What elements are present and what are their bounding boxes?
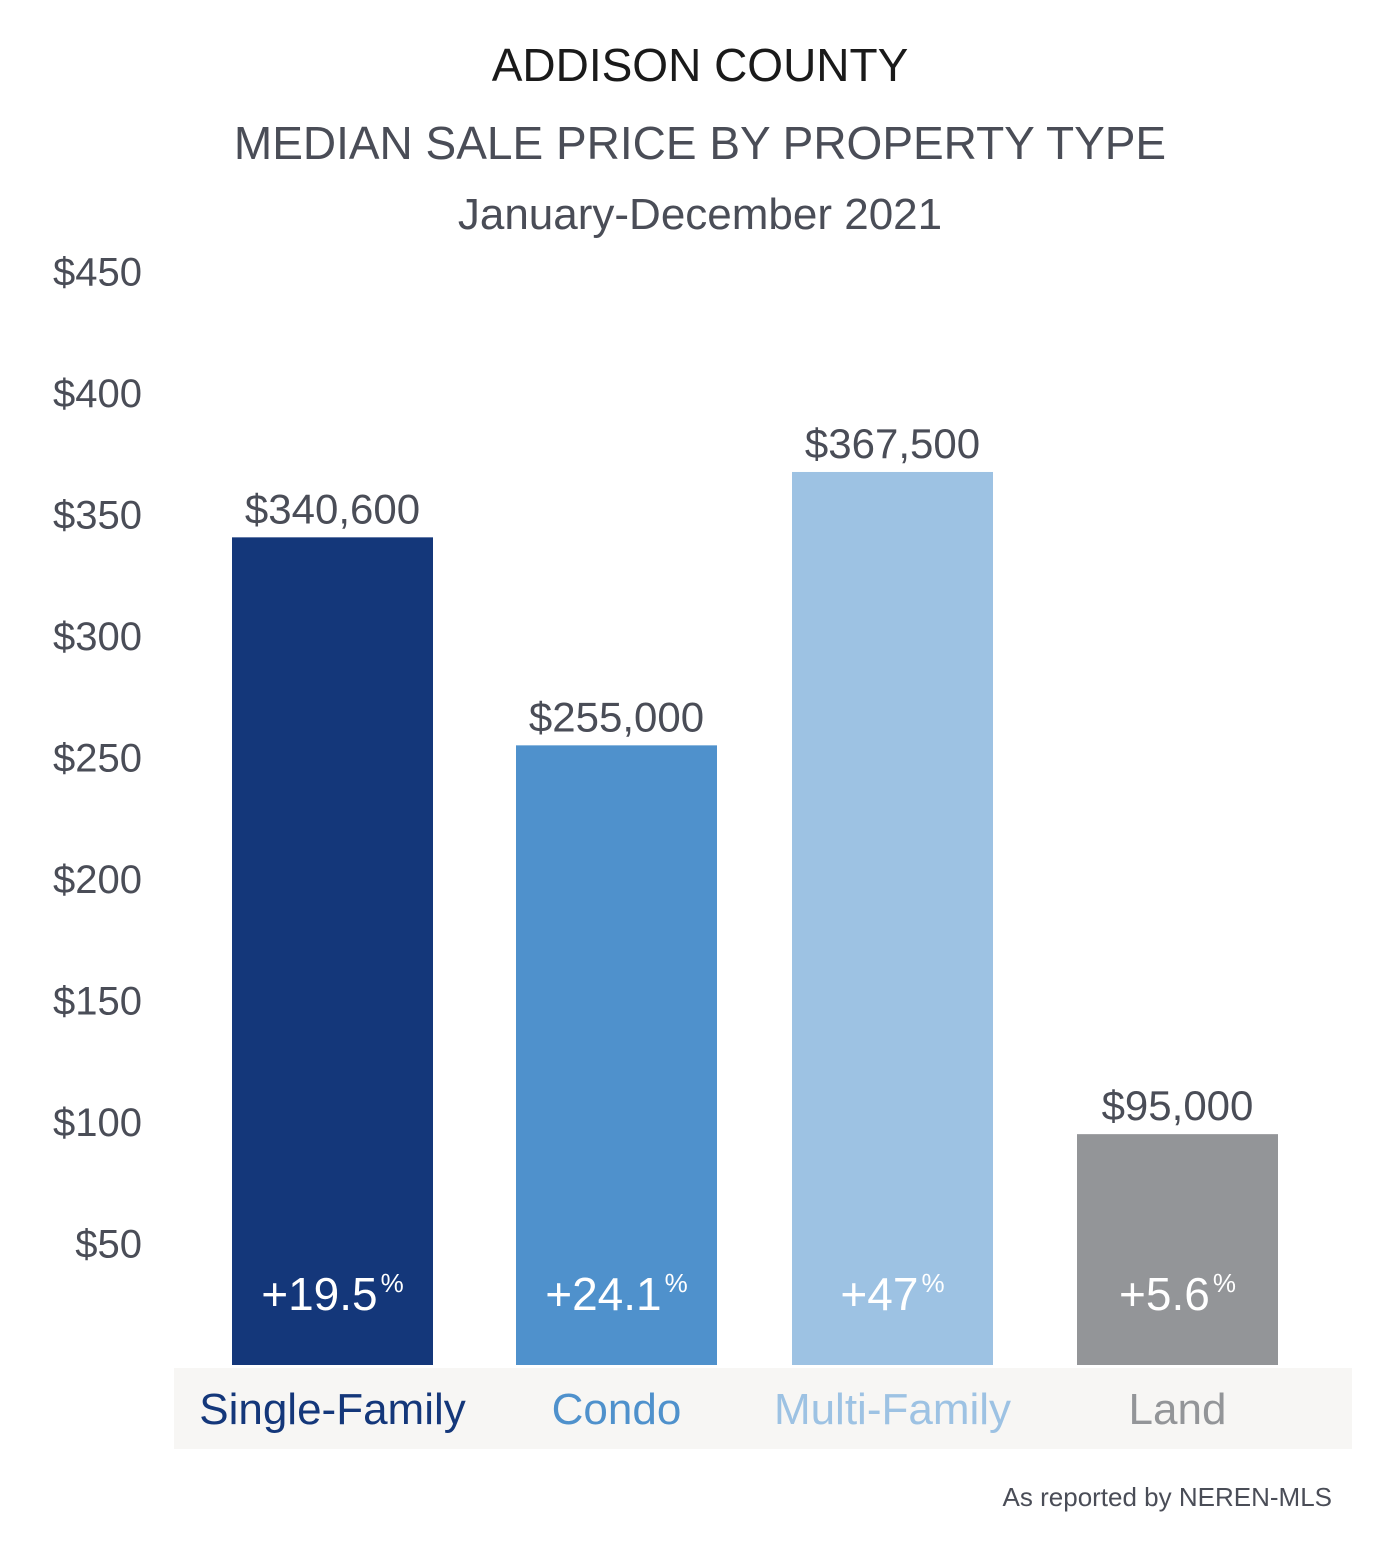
bar bbox=[232, 537, 433, 1365]
bar-change-label: +24.1% bbox=[545, 1268, 688, 1320]
y-tick-label: $100 bbox=[53, 1101, 142, 1145]
bar-value-label: $367,500 bbox=[805, 420, 980, 467]
category-band bbox=[174, 1368, 1352, 1449]
y-tick-label: $300 bbox=[53, 615, 142, 659]
chart-title: ADDISON COUNTY bbox=[491, 39, 909, 91]
bar-value-label: $255,000 bbox=[529, 693, 704, 740]
y-tick-label: $250 bbox=[53, 737, 142, 781]
y-tick-label: $200 bbox=[53, 858, 142, 902]
x-category-label: Condo bbox=[552, 1385, 682, 1434]
bar bbox=[1077, 1134, 1278, 1365]
x-category-label: Land bbox=[1129, 1385, 1227, 1434]
y-tick-label: $350 bbox=[53, 494, 142, 538]
chart-subtitle: MEDIAN SALE PRICE BY PROPERTY TYPE bbox=[233, 117, 1167, 169]
bar-change-label: +5.6% bbox=[1119, 1268, 1236, 1320]
bar-value-label: $95,000 bbox=[1102, 1082, 1254, 1129]
y-tick-label: $450 bbox=[53, 251, 142, 295]
y-tick-label: $400 bbox=[53, 372, 142, 416]
bar-change-label: +19.5% bbox=[261, 1268, 404, 1320]
x-category-label: Single-Family bbox=[199, 1385, 466, 1434]
x-category-label: Multi-Family bbox=[774, 1385, 1011, 1434]
source-note: As reported by NEREN-MLS bbox=[1002, 1482, 1332, 1512]
bar-change-label: +47% bbox=[840, 1268, 944, 1320]
y-tick-label: $50 bbox=[75, 1223, 142, 1267]
bar bbox=[792, 471, 993, 1366]
bar bbox=[516, 745, 717, 1365]
chart-period: January-December 2021 bbox=[457, 190, 943, 239]
bar-value-label: $340,600 bbox=[245, 485, 420, 532]
y-tick-label: $150 bbox=[53, 980, 142, 1024]
